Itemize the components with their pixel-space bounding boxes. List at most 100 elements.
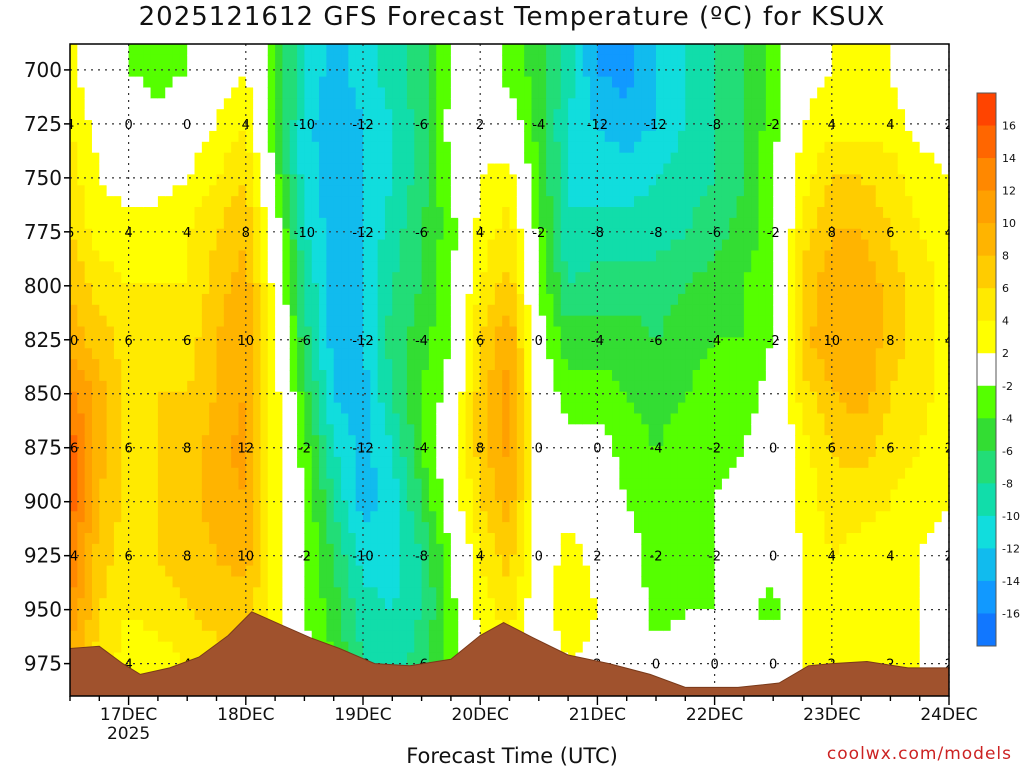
temperature-cell <box>172 293 181 306</box>
temperature-cell <box>216 228 225 241</box>
temperature-cell <box>267 337 276 349</box>
temperature-cell <box>626 326 635 338</box>
temperature-cell <box>128 141 137 154</box>
temperature-cell <box>443 467 452 480</box>
temperature-cell <box>341 207 349 219</box>
temperature-cell <box>648 446 657 458</box>
temperature-cell <box>135 217 144 230</box>
temperature-cell <box>421 65 430 78</box>
temperature-cell <box>106 533 115 545</box>
temperature-cell <box>77 196 86 208</box>
temperature-cell <box>84 446 93 458</box>
temperature-cell <box>509 337 518 349</box>
temperature-cell <box>450 283 459 295</box>
temperature-cell <box>275 207 284 219</box>
temperature-cell <box>538 283 547 295</box>
temperature-cell <box>267 130 276 143</box>
temperature-cell <box>399 185 408 197</box>
temperature-cell <box>472 163 481 175</box>
temperature-cell <box>201 456 210 469</box>
temperature-cell <box>179 272 188 284</box>
temperature-cell <box>157 424 166 436</box>
temperature-cell <box>326 326 335 338</box>
temperature-cell <box>143 587 152 599</box>
temperature-cell <box>282 511 291 523</box>
temperature-cell <box>201 98 210 110</box>
temperature-cell <box>348 370 357 382</box>
temperature-cell <box>414 315 423 328</box>
temperature-cell <box>165 619 174 632</box>
temperature-cell <box>223 435 232 447</box>
temperature-cell <box>121 261 130 273</box>
temperature-cell <box>575 478 584 491</box>
temperature-cell <box>487 337 496 349</box>
temperature-cell <box>399 641 408 654</box>
temperature-cell <box>406 65 415 78</box>
temperature-cell <box>465 54 474 67</box>
temperature-cell <box>165 348 174 360</box>
temperature-cell <box>348 261 357 273</box>
temperature-cell <box>641 663 650 675</box>
temperature-cell <box>634 120 642 132</box>
temperature-cell <box>458 272 467 284</box>
temperature-cell <box>326 478 335 491</box>
temperature-cell <box>472 217 481 230</box>
temperature-cell <box>531 315 540 328</box>
temperature-cell <box>150 663 159 675</box>
temperature-cell <box>494 304 503 317</box>
temperature-cell <box>443 98 452 110</box>
temperature-cell <box>538 598 547 610</box>
temperature-cell <box>626 44 635 56</box>
temperature-cell <box>253 543 262 556</box>
temperature-cell <box>267 283 276 295</box>
temperature-cell <box>458 478 467 491</box>
temperature-cell <box>560 304 569 317</box>
temperature-cell <box>560 522 569 534</box>
temperature-cell <box>612 598 620 610</box>
temperature-cell <box>648 424 657 436</box>
temperature-cell <box>311 141 320 154</box>
temperature-cell <box>641 478 650 491</box>
temperature-cell <box>223 348 232 360</box>
temperature-cell <box>121 87 130 99</box>
temperature-cell <box>348 44 357 56</box>
temperature-cell <box>326 239 335 252</box>
temperature-cell <box>480 619 489 632</box>
temperature-cell <box>494 141 503 154</box>
temperature-cell <box>414 435 423 447</box>
temperature-cell <box>311 87 320 99</box>
temperature-cell <box>670 207 679 219</box>
temperature-cell <box>670 663 679 675</box>
temperature-cell <box>216 630 225 643</box>
temperature-cell <box>91 576 100 588</box>
temperature-cell <box>311 207 320 219</box>
temperature-cell <box>604 109 613 121</box>
temperature-cell <box>348 456 357 469</box>
temperature-cell <box>165 641 174 654</box>
temperature-cell <box>538 435 547 447</box>
temperature-cell <box>406 359 415 371</box>
temperature-cell <box>311 630 320 643</box>
temperature-cell <box>590 446 598 458</box>
temperature-cell <box>113 424 122 436</box>
temperature-cell <box>297 152 305 165</box>
temperature-cell <box>377 609 386 621</box>
temperature-cell <box>143 630 152 643</box>
temperature-cell <box>150 533 159 545</box>
temperature-cell <box>612 478 620 491</box>
temperature-cell <box>253 163 262 175</box>
temperature-cell <box>524 402 533 415</box>
temperature-cell <box>106 163 115 175</box>
temperature-cell <box>590 370 598 382</box>
temperature-cell <box>612 348 620 360</box>
temperature-cell <box>91 315 100 328</box>
temperature-cell <box>333 250 342 262</box>
temperature-cell <box>634 359 642 371</box>
temperature-cell <box>538 619 547 632</box>
temperature-cell <box>619 391 628 404</box>
temperature-cell <box>648 348 657 360</box>
temperature-cell <box>348 641 357 654</box>
temperature-cell <box>546 348 555 360</box>
temperature-cell <box>355 359 364 371</box>
temperature-cell <box>626 543 635 556</box>
